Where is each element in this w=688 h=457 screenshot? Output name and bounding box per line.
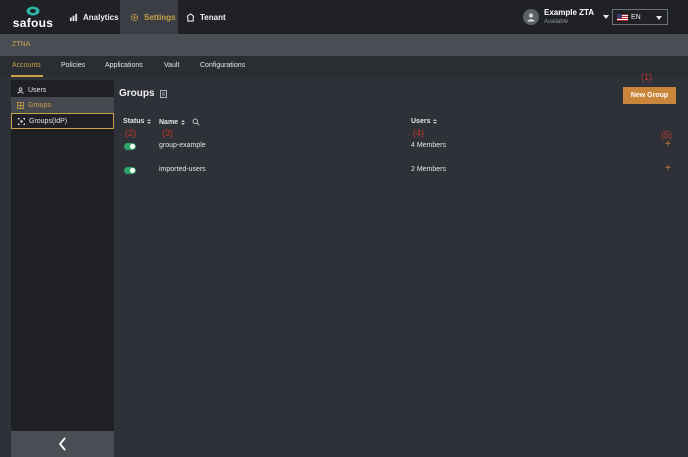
tenant-icon: [186, 12, 195, 22]
chevron-down-icon: [656, 16, 662, 20]
user-name: Example ZTA: [544, 8, 595, 17]
group-name[interactable]: imported-users: [159, 166, 206, 173]
tab-configurations[interactable]: Configurations: [200, 62, 246, 69]
logo[interactable]: safous: [10, 6, 56, 30]
chevron-down-icon: [603, 15, 610, 19]
active-tab-indicator: [11, 75, 43, 77]
new-group-button[interactable]: New Group: [623, 87, 676, 104]
annotation-marker: (4): [413, 128, 424, 138]
breadcrumb-ztna[interactable]: ZTNA: [12, 41, 31, 48]
group-name[interactable]: group-example: [159, 142, 206, 149]
user-status: Available: [544, 19, 569, 25]
tab-bar: Accounts Policies Applications Vault Con…: [0, 56, 688, 78]
column-header-users[interactable]: Users: [411, 118, 438, 125]
status-toggle[interactable]: [124, 167, 136, 174]
status-toggle[interactable]: [124, 143, 136, 150]
tab-accounts[interactable]: Accounts: [12, 62, 41, 69]
sidebar-item-groups[interactable]: Groups: [11, 97, 114, 113]
sidebar: Users Groups Groups(IdP): [11, 80, 114, 457]
nav-settings-label: Settings: [144, 12, 176, 22]
column-header-label: Users: [411, 118, 431, 125]
column-header-status[interactable]: Status: [123, 118, 152, 125]
sidebar-item-label: Users: [28, 86, 47, 94]
sort-icon[interactable]: [147, 119, 152, 124]
sidebar-item-label: Groups: [28, 101, 51, 109]
group-members: 4 Members: [411, 142, 447, 149]
page-title-text: Groups: [119, 88, 155, 99]
search-icon[interactable]: [192, 118, 200, 126]
tab-policies[interactable]: Policies: [61, 62, 86, 69]
user-avatar-icon: [527, 13, 535, 22]
column-header-label: Status: [123, 118, 145, 125]
nav-analytics-label: Analytics: [83, 12, 119, 22]
page-title: Groups: [119, 88, 167, 99]
tab-vault[interactable]: Vault: [164, 62, 180, 69]
breadcrumb: ZTNA: [0, 34, 688, 56]
analytics-icon: [69, 13, 78, 21]
sort-icon[interactable]: [181, 119, 186, 125]
annotation-marker: (3): [162, 128, 173, 138]
gear-icon: [130, 13, 139, 21]
table-row: imported-users 2 Members +: [119, 159, 679, 183]
groups-icon: [17, 101, 24, 109]
nav-analytics[interactable]: Analytics: [64, 0, 120, 34]
group-members: 2 Members: [411, 166, 447, 173]
idp-groups-icon: [18, 117, 25, 125]
top-bar: safous Analytics Settings Tenant Example…: [0, 0, 688, 34]
sidebar-item-groups-idp[interactable]: Groups(IdP): [11, 113, 114, 129]
nav-tenant[interactable]: Tenant: [186, 0, 236, 34]
sidebar-item-users[interactable]: Users: [11, 82, 114, 98]
logo-mark-icon: [26, 6, 40, 16]
annotation-marker: (1): [641, 72, 652, 82]
tab-applications[interactable]: Applications: [105, 62, 143, 69]
column-header-label: Name: [159, 118, 179, 126]
sort-icon[interactable]: [433, 119, 438, 124]
table-row: group-example 4 Members +: [119, 135, 679, 159]
user-icon: [17, 86, 24, 94]
add-icon[interactable]: +: [665, 139, 671, 150]
column-header-name[interactable]: Name: [159, 118, 200, 126]
logo-text: safous: [12, 16, 54, 30]
sidebar-collapse-button[interactable]: [11, 431, 114, 457]
language-label: EN: [631, 13, 641, 21]
annotation-marker: (2): [125, 128, 136, 138]
avatar: [523, 9, 539, 25]
annotation-marker: (5): [661, 130, 672, 140]
user-menu[interactable]: Example ZTA Available: [523, 8, 610, 26]
us-flag-icon: [617, 13, 628, 21]
nav-tenant-label: Tenant: [200, 12, 226, 22]
document-icon[interactable]: [159, 89, 167, 98]
nav-settings[interactable]: Settings: [120, 0, 178, 34]
chevron-left-icon: [58, 437, 66, 451]
add-icon[interactable]: +: [665, 163, 671, 174]
sidebar-item-label: Groups(IdP): [29, 117, 68, 125]
language-select[interactable]: EN: [612, 9, 668, 25]
